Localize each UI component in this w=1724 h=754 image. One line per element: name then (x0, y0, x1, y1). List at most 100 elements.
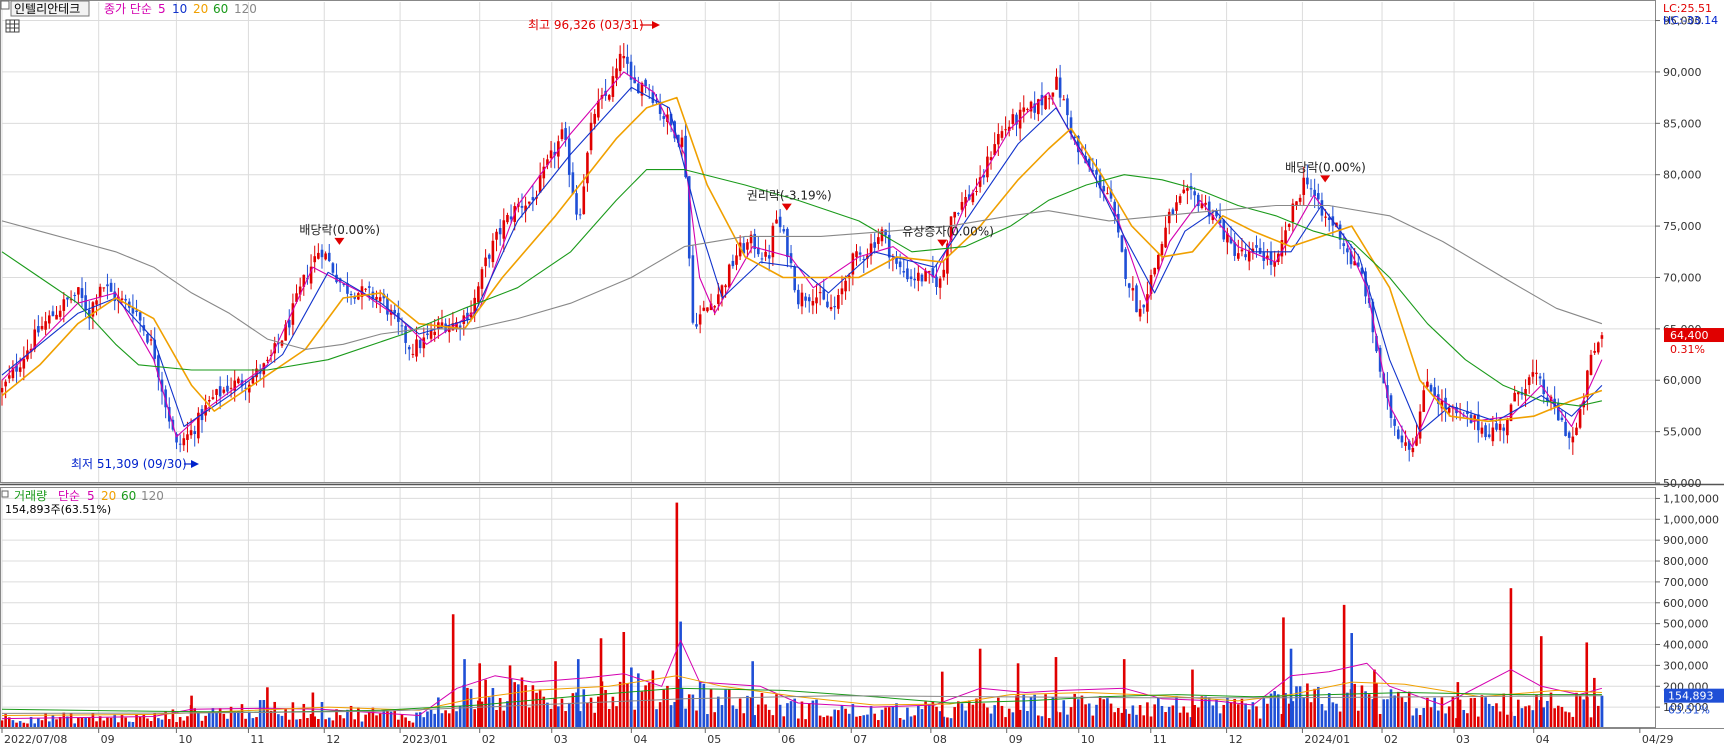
candle-body (1055, 76, 1058, 90)
volume-bar (302, 703, 306, 728)
volume-bar (1233, 698, 1236, 728)
candle-body (473, 297, 477, 316)
volume-bar (127, 721, 131, 728)
volume-bar (960, 703, 964, 728)
volume-bar (331, 720, 335, 728)
price-ma-10-label[interactable]: 10 (172, 2, 187, 16)
candle-body (597, 100, 600, 118)
candle-body (1233, 242, 1236, 256)
volume-bar (931, 701, 935, 728)
candle-body (480, 269, 484, 289)
volume-bar (1255, 706, 1258, 728)
volume-bar (251, 718, 255, 728)
candle-body (1164, 227, 1167, 248)
volume-bar (102, 720, 106, 728)
volume-bar (1466, 713, 1469, 728)
volume-bar (1371, 699, 1375, 728)
candle-body (353, 296, 357, 299)
volume-ma-20-label[interactable]: 20 (101, 489, 116, 503)
candle-body (651, 92, 655, 103)
volume-bar (1226, 697, 1229, 728)
candle-body (800, 292, 804, 307)
volume-bar (1546, 700, 1549, 728)
candle-body (586, 152, 589, 184)
volume-bar (727, 689, 731, 728)
volume-spike-bar (1509, 588, 1513, 728)
symbol-name: 인텔리안테크 (14, 2, 80, 16)
volume-bar (822, 717, 826, 728)
volume-bar (746, 695, 749, 728)
volume-bar (1346, 692, 1349, 728)
candle-body (1538, 376, 1542, 379)
volume-bar (1098, 696, 1102, 728)
candle-body (1120, 235, 1124, 252)
volume-bar (1324, 710, 1327, 728)
candle-body (582, 186, 586, 215)
volume-spike-bar (1600, 695, 1604, 728)
volume-bar (880, 709, 884, 728)
volume-bar (389, 711, 393, 728)
candle-body (869, 243, 873, 256)
candle-body (575, 193, 578, 215)
candle-body (1026, 108, 1029, 110)
volume-bar (1077, 699, 1080, 728)
candle-body (120, 298, 124, 301)
volume-bar (1426, 697, 1429, 728)
volume-bar (418, 712, 422, 728)
candle-body (1320, 200, 1324, 216)
grid-toggle-icon[interactable] (5, 19, 20, 33)
volume-bar (233, 710, 237, 728)
volume-bar (666, 685, 669, 728)
candle-body (1375, 335, 1378, 352)
volume-bar (157, 718, 160, 728)
volume-bar (1138, 705, 1142, 728)
price-ma-20-label[interactable]: 20 (193, 2, 208, 16)
volume-bar (847, 713, 851, 728)
volume-bar (607, 708, 611, 728)
volume-bar (1440, 697, 1444, 728)
candle-body (1433, 387, 1436, 397)
volume-bar (367, 711, 371, 728)
volume-ma-60-label[interactable]: 60 (121, 489, 136, 503)
volume-panel-menu-icon[interactable] (1, 490, 9, 498)
candle-body (1004, 129, 1007, 131)
volume-bar (997, 697, 1000, 728)
volume-spike-bar (940, 671, 944, 728)
volume-bar (949, 718, 953, 728)
volume-bar (95, 721, 98, 728)
price-panel-menu-icon[interactable] (0, 0, 10, 10)
candle-body (727, 264, 731, 288)
price-ma-5-label[interactable]: 5 (158, 2, 166, 16)
volume-bar (753, 715, 756, 728)
volume-ma-5-label[interactable]: 5 (87, 489, 95, 503)
volume-ma-120-label[interactable]: 120 (141, 489, 164, 503)
candle-body (1473, 415, 1476, 421)
candle-body (335, 274, 338, 283)
volume-bar (920, 709, 924, 728)
price-ma-120-label[interactable]: 120 (234, 2, 257, 16)
price-ma-20-line (1, 96, 1603, 423)
candle-body (611, 76, 615, 97)
price-ma-60-label[interactable]: 60 (213, 2, 228, 16)
volume-bar (1149, 716, 1153, 728)
candle-body (415, 339, 418, 357)
volume-bar (255, 717, 258, 728)
symbol-box[interactable] (10, 0, 90, 17)
volume-bar (724, 689, 727, 728)
volume-bar (473, 709, 477, 728)
volume-name-label: 거래량 (14, 489, 47, 503)
volume-bar (837, 710, 840, 728)
volume-bar (1273, 691, 1276, 728)
volume-bar (1564, 711, 1567, 728)
candle-body (309, 266, 313, 284)
volume-bar (749, 697, 753, 728)
candle-body (291, 303, 295, 325)
event-label: 유상증자(0.00%) (902, 225, 994, 239)
volume-bar (26, 723, 29, 728)
x-tick-label: 2022/07/08 (4, 733, 67, 746)
candle-body (724, 285, 727, 288)
candle-body (811, 301, 815, 306)
volume-spike-bar (508, 665, 512, 728)
